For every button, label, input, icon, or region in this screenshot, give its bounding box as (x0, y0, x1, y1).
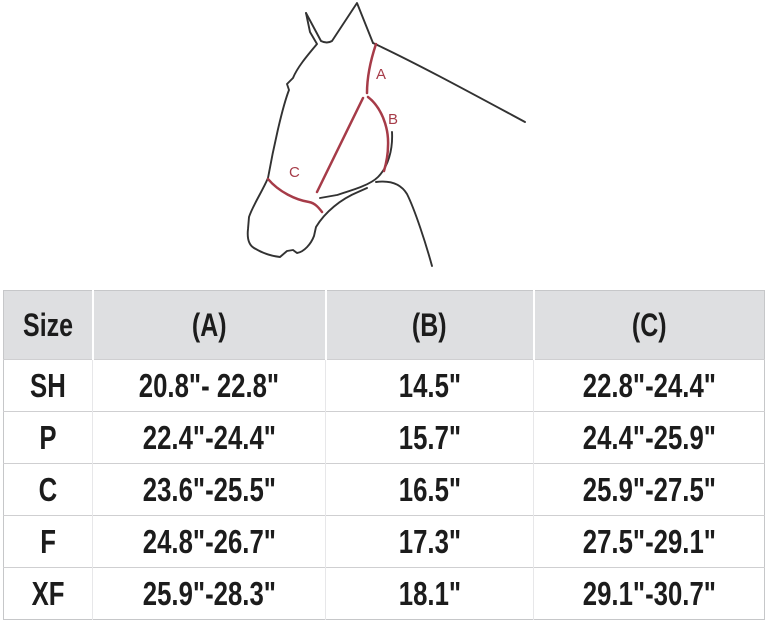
horse-ears-outline (305, 2, 374, 44)
measure-a-cell: 22.4"-24.4" (92, 411, 326, 464)
measure-c-cell: 25.9"-27.5" (533, 463, 765, 516)
measure-b-value: 14.5" (398, 366, 461, 404)
measure-b-cell: 18.1" (325, 567, 534, 620)
measure-b-cell: 16.5" (325, 463, 534, 516)
measure-b-value: 17.3" (398, 522, 461, 560)
horse-face-outline (246, 12, 368, 258)
horse-neck-front-line (375, 180, 433, 267)
measure-c-value: 29.1"-30.7" (582, 574, 716, 612)
measure-c-value: 27.5"-29.1" (582, 522, 716, 560)
measure-b-value: 18.1" (398, 574, 461, 612)
measure-a-value: 22.4"-24.4" (142, 418, 276, 456)
halter-strap-b (366, 95, 390, 173)
column-header-a: (A) (91, 290, 326, 360)
measure-b-cell: 17.3" (325, 515, 534, 568)
table-row-c: C 23.6"-25.5" 16.5" 25.9"-27.5" (3, 463, 765, 516)
measure-c-value: 22.8"-24.4" (582, 366, 716, 404)
measure-c-cell: 22.8"-24.4" (533, 359, 765, 412)
horse-neck-crest-line (372, 42, 526, 123)
measure-a-value: 23.6"-25.5" (142, 470, 276, 508)
column-header-a-label: (A) (191, 306, 227, 343)
header-row: Size (A) (B) (C) (3, 290, 765, 360)
column-header-b: (B) (324, 290, 534, 360)
strap-label-b: B (388, 111, 398, 128)
measure-a-cell: 20.8"- 22.8" (92, 359, 326, 412)
column-header-c: (C) (532, 290, 765, 360)
strap-label-c: C (289, 164, 300, 181)
measure-a-value: 25.9"-28.3" (142, 574, 276, 612)
column-header-b-label: (B) (412, 306, 447, 343)
halter-strap-c (266, 177, 324, 214)
size-label: F (40, 522, 56, 560)
size-label: C (38, 470, 58, 508)
measure-b-value: 16.5" (398, 470, 461, 508)
column-header-size-label: Size (22, 306, 73, 343)
measure-b-cell: 15.7" (325, 411, 534, 464)
size-cell: SH (3, 359, 93, 412)
halter-strap-a (365, 42, 378, 95)
horse-jowl-line (319, 131, 394, 199)
measure-a-value: 24.8"-26.7" (142, 522, 276, 560)
measure-c-value: 25.9"-27.5" (582, 470, 716, 508)
table-row-f: F 24.8"-26.7" 17.3" 27.5"-29.1" (3, 515, 765, 568)
size-cell: P (3, 411, 93, 464)
measure-b-cell: 14.5" (325, 359, 534, 412)
halter-strap-cheekpiece (315, 96, 365, 194)
measure-a-value: 20.8"- 22.8" (138, 366, 280, 404)
size-cell: C (3, 463, 93, 516)
measure-c-cell: 27.5"-29.1" (533, 515, 765, 568)
measure-a-cell: 23.6"-25.5" (92, 463, 326, 516)
size-label: P (39, 418, 57, 456)
table-row-xf: XF 25.9"-28.3" 18.1" 29.1"-30.7" (3, 567, 765, 620)
measure-a-cell: 24.8"-26.7" (92, 515, 326, 568)
size-chart-table: Size (A) (B) (C) SH 20.8"- 22.8" 14.5" 2… (3, 290, 765, 620)
size-label: XF (31, 574, 65, 612)
column-header-c-label: (C) (631, 306, 667, 343)
size-cell: XF (3, 567, 93, 620)
measure-c-cell: 29.1"-30.7" (533, 567, 765, 620)
size-label: SH (30, 366, 66, 404)
measure-c-value: 24.4"-25.9" (582, 418, 716, 456)
column-header-size: Size (3, 290, 93, 360)
table-row-p: P 22.4"-24.4" 15.7" 24.4"-25.9" (3, 411, 765, 464)
measure-c-cell: 24.4"-25.9" (533, 411, 765, 464)
table-row-sh: SH 20.8"- 22.8" 14.5" 22.8"-24.4" (3, 359, 765, 412)
size-cell: F (3, 515, 93, 568)
measure-a-cell: 25.9"-28.3" (92, 567, 326, 620)
strap-label-a: A (376, 66, 386, 83)
measure-b-value: 15.7" (398, 418, 461, 456)
horse-halter-diagram: A B C (246, 2, 526, 267)
